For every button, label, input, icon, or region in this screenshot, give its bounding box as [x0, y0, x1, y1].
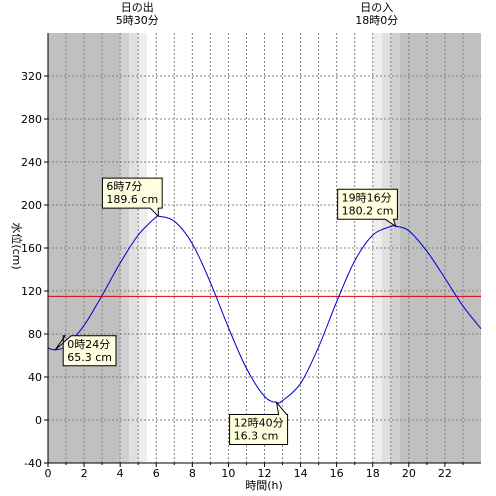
- sunrise-label-line2: 5時30分: [116, 14, 159, 27]
- callout-2: 12時40分 16.3 cm: [229, 400, 289, 445]
- y-tick-label: 280: [21, 113, 42, 126]
- callout-value: 189.6 cm: [106, 193, 158, 206]
- x-tick-label: 22: [438, 467, 452, 480]
- x-tick-label: 6: [153, 467, 160, 480]
- y-tick-label: -40: [24, 457, 42, 470]
- y-tick-label: 320: [21, 70, 42, 83]
- twilight-band: [390, 33, 400, 463]
- callout-time: 19時16分: [342, 191, 392, 204]
- x-tick-label: 18: [366, 467, 380, 480]
- y-axis-label: 水位(cm): [10, 222, 24, 269]
- x-tick-label: 12: [258, 467, 272, 480]
- x-tick-label: 14: [294, 467, 308, 480]
- callouts: 0時24分 65.3 cm 6時7分 189.6 cm 12時40分 16.3 …: [54, 177, 398, 445]
- callout-box: [337, 188, 398, 228]
- callout-time: 0時24分: [67, 338, 110, 351]
- y-tick-label: 160: [21, 242, 42, 255]
- grid: [48, 33, 481, 463]
- axis-labels: 水位(cm) 時間(h) 日の出 5時30分 日の入 18時0分: [10, 0, 398, 492]
- x-axis-label: 時間(h): [245, 479, 283, 492]
- series-group: [47, 214, 482, 404]
- callout-1: 6時7分 189.6 cm: [101, 177, 163, 218]
- y-tick-label: 80: [28, 328, 42, 341]
- x-tick-label: 10: [221, 467, 235, 480]
- sunset-label-line2: 18時0分: [355, 14, 398, 27]
- callout-3: 19時16分 180.2 cm: [337, 188, 398, 228]
- y-tick-label: 0: [35, 414, 42, 427]
- callout-time: 6時7分: [106, 180, 142, 193]
- callout-box: [229, 400, 289, 445]
- twilight-band: [138, 33, 148, 463]
- twilight-band: [381, 33, 391, 463]
- y-tick-label: 240: [21, 156, 42, 169]
- y-tick-label: 40: [28, 371, 42, 384]
- sunrise-label-line1: 日の出: [121, 0, 154, 14]
- callout-box: [101, 177, 163, 218]
- series-line: [47, 214, 482, 404]
- callout-time: 12時40分: [234, 416, 284, 429]
- callout-value: 16.3 cm: [234, 429, 279, 442]
- x-tick-label: 8: [189, 467, 196, 480]
- y-tick-label: 200: [21, 199, 42, 212]
- sunset-label-line1: 日の入: [360, 1, 393, 14]
- callout-value: 180.2 cm: [342, 204, 394, 217]
- x-tick-label: 2: [81, 467, 88, 480]
- y-tick-label: 120: [21, 285, 42, 298]
- x-tick-label: 0: [45, 467, 52, 480]
- x-tick-label: 4: [117, 467, 124, 480]
- callout-0: 0時24分 65.3 cm: [54, 335, 117, 367]
- callout-value: 65.3 cm: [67, 351, 112, 364]
- x-tick-label: 20: [402, 467, 416, 480]
- x-tick-label: 16: [330, 467, 344, 480]
- callout-box: [54, 335, 117, 367]
